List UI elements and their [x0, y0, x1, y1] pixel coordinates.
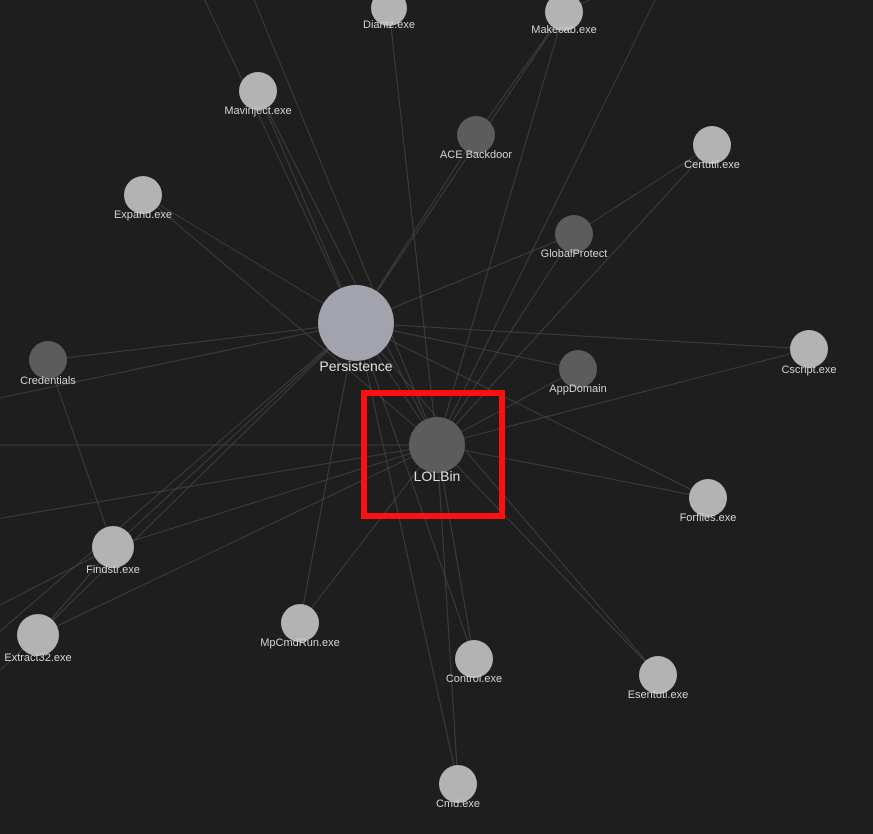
edge-persistence-esentutl — [355, 322, 659, 676]
node-credentials[interactable]: Credentials — [20, 341, 76, 387]
globalprotect-node-circle[interactable] — [555, 215, 593, 253]
edge-offscreen-0 — [204, 0, 357, 324]
edge-lolbin-certutil — [436, 144, 713, 446]
mavinject-node-label: Mavinject.exe — [224, 105, 291, 117]
mavinject-node-circle[interactable] — [239, 72, 277, 110]
node-persistence[interactable]: Persistence — [318, 285, 394, 374]
cmd-node-circle[interactable] — [439, 765, 477, 803]
edge-lolbin-expand — [142, 194, 438, 446]
edge-lolbin-findstr — [112, 444, 438, 548]
edge-lolbin-extract32 — [37, 444, 438, 636]
control-node-circle[interactable] — [455, 640, 493, 678]
edge-persistence-forfiles — [355, 322, 709, 499]
extract32-node-label: Extract32.exe — [4, 652, 71, 664]
cmd-node-label: Cmd.exe — [436, 798, 480, 810]
esentutl-node-label: Esentutl.exe — [628, 689, 689, 701]
node-esentutl[interactable]: Esentutl.exe — [628, 656, 689, 701]
edge-offscreen-2 — [0, 322, 357, 399]
node-globalprotect[interactable]: GlobalProtect — [541, 215, 608, 260]
node-mpcmdrun[interactable]: MpCmdRun.exe — [260, 604, 340, 649]
edge-lolbin-esentutl — [436, 444, 659, 676]
persistence-node-circle[interactable] — [318, 285, 394, 361]
node-control[interactable]: Control.exe — [446, 640, 502, 685]
edge-persistence-mpcmdrun — [299, 322, 357, 624]
credentials-node-label: Credentials — [20, 375, 76, 387]
diantz-node-label: Diantz.exe — [363, 19, 415, 31]
certutil-node-circle[interactable] — [693, 126, 731, 164]
mpcmdrun-node-label: MpCmdRun.exe — [260, 637, 339, 649]
node-extract32[interactable]: Extract32.exe — [4, 614, 72, 664]
findstr-node-label: Findstr.exe — [86, 564, 140, 576]
ace-node-label: ACE Backdoor — [440, 149, 512, 161]
edge-persistence-expand — [142, 194, 357, 324]
esentutl-node-circle[interactable] — [639, 656, 677, 694]
appdomain-node-label: AppDomain — [549, 383, 606, 395]
edge-lolbin-mpcmdrun — [299, 444, 438, 624]
edge-offscreen-6 — [0, 444, 438, 519]
edge-persistence-cmd — [355, 322, 459, 785]
edge-persistence-cscript — [355, 322, 810, 350]
makecab-node-label: Makecab.exe — [531, 24, 596, 36]
edge-offscreen-4 — [0, 546, 114, 606]
node-forfiles[interactable]: Forfiles.exe — [680, 479, 737, 524]
node-expand[interactable]: Expand.exe — [114, 176, 172, 221]
edge-lolbin-control — [436, 444, 475, 660]
mpcmdrun-node-circle[interactable] — [281, 604, 319, 642]
edge-persistence-control — [355, 322, 475, 660]
lolbin-node-label: LOLBin — [414, 468, 461, 484]
diantz-node-circle[interactable] — [371, 0, 407, 26]
edge-lolbin-globalprotect — [436, 233, 575, 446]
extract32-node-circle[interactable] — [17, 614, 59, 656]
persistence-node-label: Persistence — [319, 358, 392, 374]
node-mavinject[interactable]: Mavinject.exe — [224, 72, 292, 117]
node-lolbin[interactable]: LOLBin — [409, 417, 465, 484]
node-certutil[interactable]: Certutil.exe — [684, 126, 740, 171]
node-cmd[interactable]: Cmd.exe — [436, 765, 480, 810]
edge-persistence-mavinject — [257, 90, 357, 324]
ace-node-circle[interactable] — [457, 116, 495, 154]
edge-lolbin-forfiles — [436, 444, 709, 499]
certutil-node-label: Certutil.exe — [684, 159, 740, 171]
edge-offscreen-10 — [436, 0, 656, 446]
edge-globalprotect-certutil — [573, 144, 713, 235]
findstr-node-circle[interactable] — [92, 526, 134, 568]
edge-offscreen-7 — [0, 322, 357, 633]
node-diantz[interactable]: Diantz.exe — [363, 0, 415, 31]
cscript-node-circle[interactable] — [790, 330, 828, 368]
forfiles-node-circle[interactable] — [689, 479, 727, 517]
edge-persistence-globalprotect — [355, 233, 575, 324]
cscript-node-label: Cscript.exe — [781, 364, 836, 376]
edge-persistence-findstr — [112, 322, 357, 548]
node-makecab[interactable]: Makecab.exe — [531, 0, 597, 36]
forfiles-node-label: Forfiles.exe — [680, 512, 737, 524]
credentials-node-circle[interactable] — [29, 341, 67, 379]
edge-lolbin-mavinject — [257, 90, 438, 446]
expand-node-label: Expand.exe — [114, 209, 172, 221]
edge-lolbin-cscript — [436, 348, 810, 446]
edge-lolbin-diantz — [388, 7, 438, 446]
node-cscript[interactable]: Cscript.exe — [781, 330, 837, 376]
node-findstr[interactable]: Findstr.exe — [86, 526, 140, 576]
expand-node-circle[interactable] — [124, 176, 162, 214]
appdomain-node-circle[interactable] — [559, 350, 597, 388]
edge-persistence-makecab — [355, 11, 565, 324]
edge-lolbin-makecab — [436, 11, 565, 446]
edge-lolbin-cmd — [436, 444, 459, 785]
lolbin-node-circle[interactable] — [409, 417, 465, 473]
edge-ace-makecab — [475, 11, 565, 136]
control-node-label: Control.exe — [446, 673, 502, 685]
node-ace[interactable]: ACE Backdoor — [440, 116, 512, 161]
makecab-node-circle[interactable] — [545, 0, 583, 31]
globalprotect-node-label: GlobalProtect — [541, 248, 608, 260]
edge-offscreen-1 — [253, 0, 438, 446]
edge-credentials-findstr — [47, 359, 114, 548]
lolbin-highlight-box — [361, 390, 505, 519]
edge-persistence-extract32 — [37, 322, 357, 636]
node-appdomain[interactable]: AppDomain — [549, 350, 607, 395]
graph-nodes: Persistence LOLBin Diantz.exe Makecab.exe Ma… — [4, 0, 837, 810]
edge-persistence-credentials — [47, 322, 357, 361]
